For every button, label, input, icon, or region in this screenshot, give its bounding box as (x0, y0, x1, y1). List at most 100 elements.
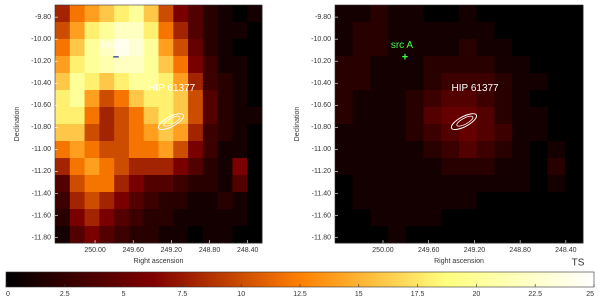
heat-cell (84, 192, 100, 210)
heat-cell (55, 192, 71, 210)
heat-cell (441, 175, 460, 193)
x-tick-label: 248.40 (237, 247, 259, 254)
y-tick-label: -10.60 (311, 102, 331, 109)
heat-cell (202, 192, 219, 210)
heat-cell (202, 107, 219, 125)
y-tick-label: -10.80 (311, 124, 331, 131)
heat-cell (158, 175, 174, 193)
heat-cell (370, 56, 389, 74)
x-tick-label: 248.80 (509, 247, 531, 254)
heat-cell (352, 39, 371, 57)
heat-cell (69, 124, 85, 142)
heat-cell (247, 39, 263, 57)
contour (163, 115, 181, 127)
heat-cell (423, 56, 442, 74)
heat-cell (69, 107, 85, 125)
heat-cell (565, 192, 584, 210)
heat-cell (99, 175, 115, 193)
heat-cell (114, 175, 130, 193)
heat-cell (388, 107, 407, 125)
heat-cell (143, 141, 159, 159)
heat-cell (459, 22, 478, 40)
heat-cell (565, 124, 584, 142)
heat-cell (388, 56, 407, 74)
heat-cell (69, 73, 85, 91)
heat-cell (565, 175, 584, 193)
heat-cell (388, 158, 407, 176)
heat-cell (547, 124, 566, 142)
heat-cell (55, 158, 71, 176)
heat-cell (459, 226, 478, 244)
heat-cell (69, 39, 85, 57)
heat-cell (352, 141, 371, 159)
heat-cell (173, 22, 189, 40)
heat-cell (202, 226, 219, 244)
heat-cell (352, 124, 371, 142)
heat-cell (335, 73, 354, 91)
heat-cell (441, 158, 460, 176)
heat-cell (423, 90, 442, 108)
heat-cell (232, 192, 248, 210)
heat-cell (547, 56, 566, 74)
heat-cell (114, 226, 130, 244)
y-axis-label: Declination (14, 107, 21, 142)
heat-cell (352, 5, 371, 23)
heat-cell (247, 90, 263, 108)
heat-cell (114, 73, 130, 91)
heat-cell (217, 107, 233, 125)
heat-cell (143, 39, 159, 57)
heat-cell (405, 226, 424, 244)
source-marker: + (402, 51, 408, 63)
heat-cell (352, 158, 371, 176)
heat-cell (476, 209, 495, 227)
heat-cell (405, 175, 424, 193)
heat-cell (232, 175, 248, 193)
x-tick-label: 249.20 (161, 247, 183, 254)
heat-cell (99, 73, 115, 91)
heat-cell (84, 22, 100, 40)
heat-cell (232, 107, 248, 125)
heat-cell (405, 158, 424, 176)
heat-cell (335, 175, 354, 193)
y-tick-label: -11.40 (32, 190, 51, 197)
heat-cell (202, 5, 219, 23)
heat-cell (188, 73, 204, 91)
heat-cell (423, 226, 442, 244)
heat-cell (158, 192, 174, 210)
heat-cell (529, 226, 548, 244)
heat-cell (158, 39, 174, 57)
heat-cell (128, 209, 145, 227)
heat-cell (529, 39, 548, 57)
heat-cell (565, 158, 584, 176)
heat-cell (69, 226, 85, 244)
heat-cell (84, 90, 100, 108)
heat-cell (128, 39, 145, 57)
heat-cell (232, 209, 248, 227)
heat-cell (441, 73, 460, 91)
heat-cell (217, 22, 233, 40)
heat-cell (529, 192, 548, 210)
heat-cell (512, 5, 531, 23)
heat-cell (352, 90, 371, 108)
heat-cell (459, 5, 478, 23)
heat-cell (441, 39, 460, 57)
heat-cell (99, 90, 115, 108)
heat-cell (335, 141, 354, 159)
heat-cell (494, 158, 513, 176)
heat-cell (512, 90, 531, 108)
heat-cell (114, 158, 130, 176)
heat-cell (459, 90, 478, 108)
heat-cell (128, 141, 145, 159)
heat-cell (370, 22, 389, 40)
heat-cell (69, 22, 85, 40)
heat-cell (335, 5, 354, 23)
heat-cell (388, 192, 407, 210)
heat-cell (173, 124, 189, 142)
heat-cell (158, 107, 174, 125)
heat-cell (247, 226, 263, 244)
colorbar-tick-label: 15 (355, 291, 363, 298)
heat-cell (114, 107, 130, 125)
heat-cell (217, 124, 233, 142)
y-tick-label: -11.00 (32, 146, 51, 153)
heat-cell (99, 158, 115, 176)
